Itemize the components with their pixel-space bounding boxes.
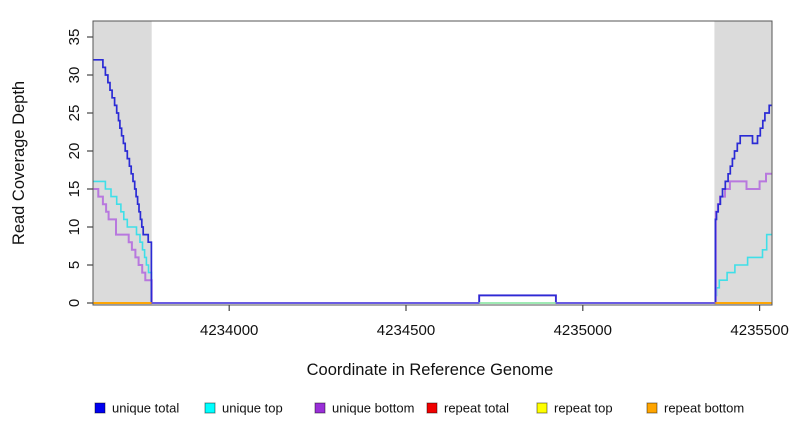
coverage-series-lines <box>93 58 772 304</box>
unique-bottom-swatch <box>314 402 326 414</box>
unique-total-line <box>93 58 772 304</box>
y-tick-label: 20 <box>66 143 83 160</box>
legend-item-unique-top: unique top <box>204 401 283 416</box>
y-tick-label: 35 <box>66 29 83 46</box>
unique-bottom-line <box>93 172 772 304</box>
y-tick-label: 0 <box>66 299 83 307</box>
y-tick-label: 10 <box>66 219 83 236</box>
repeat-bottom-swatch <box>646 402 658 414</box>
x-tick-label: 4234000 <box>200 322 258 339</box>
legend-item-unique-total: unique total <box>94 401 179 416</box>
legend-item-label: unique total <box>112 401 179 416</box>
x-axis-ticks: 4234000 4234500 4235000 4235500 <box>200 305 789 339</box>
x-tick-label: 4234500 <box>377 322 435 339</box>
legend-item-repeat-total: repeat total <box>426 401 509 416</box>
repeat-shaded-regions <box>93 21 772 305</box>
y-tick-label: 25 <box>66 105 83 122</box>
y-tick-label: 30 <box>66 67 83 84</box>
legend-item-label: repeat bottom <box>664 401 744 416</box>
repeat-top-swatch <box>536 402 548 414</box>
unique-top-swatch <box>204 402 216 414</box>
y-tick-label: 5 <box>66 261 83 269</box>
repeat-region-left <box>93 21 152 305</box>
repeat-region-right <box>714 21 772 305</box>
legend-item-repeat-top: repeat top <box>536 401 613 416</box>
legend-item-unique-bottom: unique bottom <box>314 401 414 416</box>
y-axis-title: Read Coverage Depth <box>10 81 28 245</box>
chart-legend: unique total unique top unique bottom repea… <box>94 401 744 416</box>
legend-item-label: repeat total <box>444 401 509 416</box>
plot-border-box <box>92 20 773 306</box>
y-tick-label: 15 <box>66 181 83 198</box>
unique-top-line <box>93 180 772 304</box>
repeat-total-swatch <box>426 402 438 414</box>
legend-item-label: repeat top <box>554 401 613 416</box>
legend-item-label: unique bottom <box>332 401 414 416</box>
x-tick-label: 4235000 <box>554 322 612 339</box>
legend-item-label: unique top <box>222 401 283 416</box>
x-axis-title: Coordinate in Reference Genome <box>307 361 554 379</box>
y-axis-ticks: 0 5 10 15 20 25 30 35 <box>66 29 93 307</box>
legend-item-repeat-bottom: repeat bottom <box>646 401 744 416</box>
unique-total-swatch <box>94 402 106 414</box>
x-tick-label: 4235500 <box>730 322 788 339</box>
